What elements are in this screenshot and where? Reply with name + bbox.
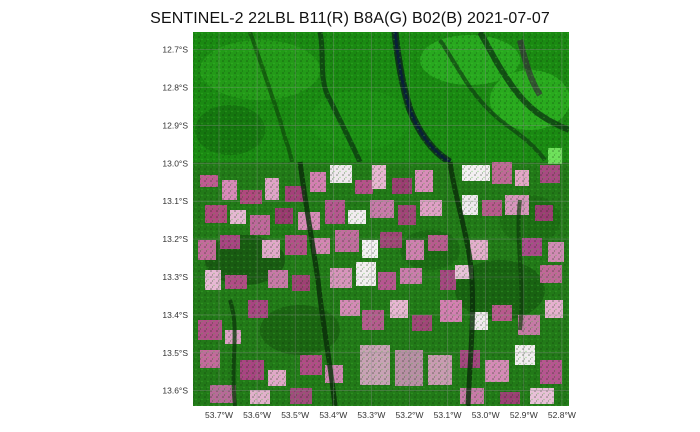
lon-tick: 53.7°W: [205, 410, 233, 420]
map-title: SENTINEL-2 22LBL B11(R) B8A(G) B02(B) 20…: [150, 10, 550, 27]
lon-tick: 53.1°W: [434, 410, 462, 420]
lat-tick: 13.0°S: [162, 158, 188, 168]
lat-tick: 13.6°S: [162, 386, 188, 396]
lat-tick: 13.2°S: [162, 234, 188, 244]
lon-tick: 53.4°W: [319, 410, 347, 420]
lat-tick: 13.4°S: [162, 310, 188, 320]
lat-tick: 13.5°S: [162, 348, 188, 358]
lon-tick: 53.2°W: [396, 410, 424, 420]
lat-tick: 13.3°S: [162, 272, 188, 282]
lat-tick: 12.7°S: [162, 45, 188, 55]
graticule: [193, 32, 569, 406]
lon-tick: 53.5°W: [281, 410, 309, 420]
satellite-image: [193, 32, 569, 406]
lat-tick: 13.1°S: [162, 196, 188, 206]
lon-tick: 52.9°W: [510, 410, 538, 420]
lat-tick: 12.8°S: [162, 83, 188, 93]
longitude-axis: 53.7°W 53.6°W 53.5°W 53.4°W 53.3°W 53.2°…: [205, 410, 576, 420]
lat-tick: 12.9°S: [162, 120, 188, 130]
latitude-axis: 12.7°S 12.8°S 12.9°S 13.0°S 13.1°S 13.2°…: [162, 45, 188, 396]
lon-tick: 53.3°W: [357, 410, 385, 420]
lon-tick: 53.0°W: [472, 410, 500, 420]
lon-tick: 52.8°W: [548, 410, 576, 420]
lon-tick: 53.6°W: [243, 410, 271, 420]
